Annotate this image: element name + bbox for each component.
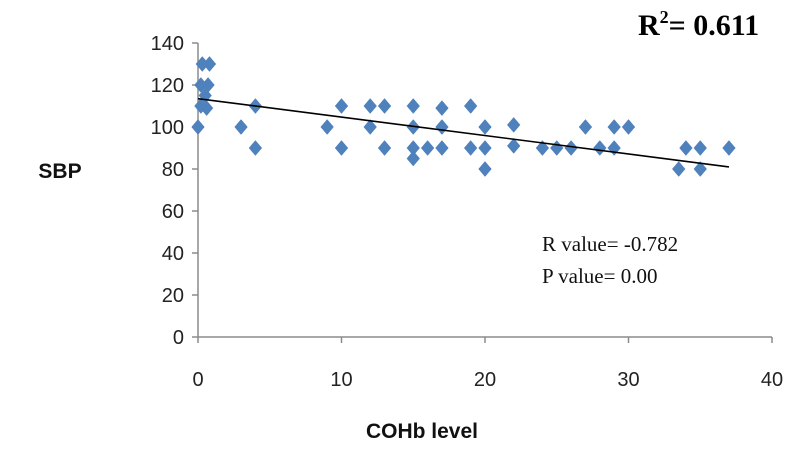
data-point-marker xyxy=(578,119,593,135)
data-point-marker xyxy=(248,140,263,156)
y-tick-label: 60 xyxy=(162,201,184,223)
x-tick-label: 30 xyxy=(617,369,639,391)
data-point-marker xyxy=(693,161,707,177)
data-point-marker xyxy=(334,98,349,114)
data-point-marker xyxy=(672,161,686,177)
data-point-marker xyxy=(478,119,492,135)
x-tick-label: 40 xyxy=(761,369,783,391)
data-point-marker xyxy=(435,140,449,156)
data-point-marker xyxy=(191,119,205,135)
data-point-marker xyxy=(363,119,377,135)
data-point-marker xyxy=(201,77,215,93)
x-tick-label: 20 xyxy=(474,369,496,391)
x-tick-label: 10 xyxy=(330,369,352,391)
x-tick-label: 0 xyxy=(192,369,203,391)
data-point-marker xyxy=(679,140,693,156)
data-point-marker xyxy=(564,140,578,156)
data-point-marker xyxy=(593,140,607,156)
y-tick-label: 80 xyxy=(162,159,184,181)
y-tick-label: 120 xyxy=(151,75,184,97)
x-tick-group: 0 10 20 30 40 xyxy=(192,337,783,391)
data-point-marker xyxy=(199,100,214,116)
data-point-marker xyxy=(435,119,449,135)
data-point-marker xyxy=(377,140,392,156)
data-point-marker xyxy=(478,161,492,177)
data-point-marker xyxy=(621,119,636,135)
data-point-marker xyxy=(506,117,521,133)
data-point-marker xyxy=(406,98,420,114)
x-axis: 0 10 20 30 40 xyxy=(192,336,783,391)
data-point-marker xyxy=(463,140,478,156)
y-tick-label: 20 xyxy=(162,285,184,307)
data-points xyxy=(191,56,736,177)
data-point-marker xyxy=(202,56,217,72)
data-point-marker xyxy=(320,119,334,135)
data-point-marker xyxy=(550,140,564,156)
y-tick-label: 100 xyxy=(151,117,184,139)
y-axis: 0 20 40 60 80 100 120 140 xyxy=(151,33,199,349)
r-value-annotation: R value= -0.782 xyxy=(542,232,678,256)
data-point-marker xyxy=(506,138,521,154)
data-point-marker xyxy=(463,98,478,114)
r-squared-annotation: R2= 0.611 xyxy=(638,7,759,42)
data-point-marker xyxy=(406,140,420,156)
data-point-marker xyxy=(607,119,621,135)
y-tick-label: 40 xyxy=(162,243,184,265)
x-axis-title: COHb level xyxy=(366,420,478,443)
trendline xyxy=(197,97,730,168)
data-point-marker xyxy=(363,98,377,114)
data-point-marker xyxy=(478,140,492,156)
y-axis-title: SBP xyxy=(38,160,81,183)
y-tick-label: 140 xyxy=(151,33,184,55)
data-point-marker xyxy=(334,140,349,156)
data-point-marker xyxy=(377,98,392,114)
data-point-marker xyxy=(420,140,435,156)
data-point-marker xyxy=(234,119,248,135)
data-point-marker xyxy=(435,100,449,116)
data-point-marker xyxy=(406,150,420,167)
data-point-marker xyxy=(722,140,736,156)
y-tick-label: 0 xyxy=(173,327,184,349)
y-tick-group: 0 20 40 60 80 100 120 140 xyxy=(151,33,198,349)
p-value-annotation: P value= 0.00 xyxy=(542,264,657,288)
data-point-marker xyxy=(693,140,707,156)
data-point-marker xyxy=(535,140,550,156)
